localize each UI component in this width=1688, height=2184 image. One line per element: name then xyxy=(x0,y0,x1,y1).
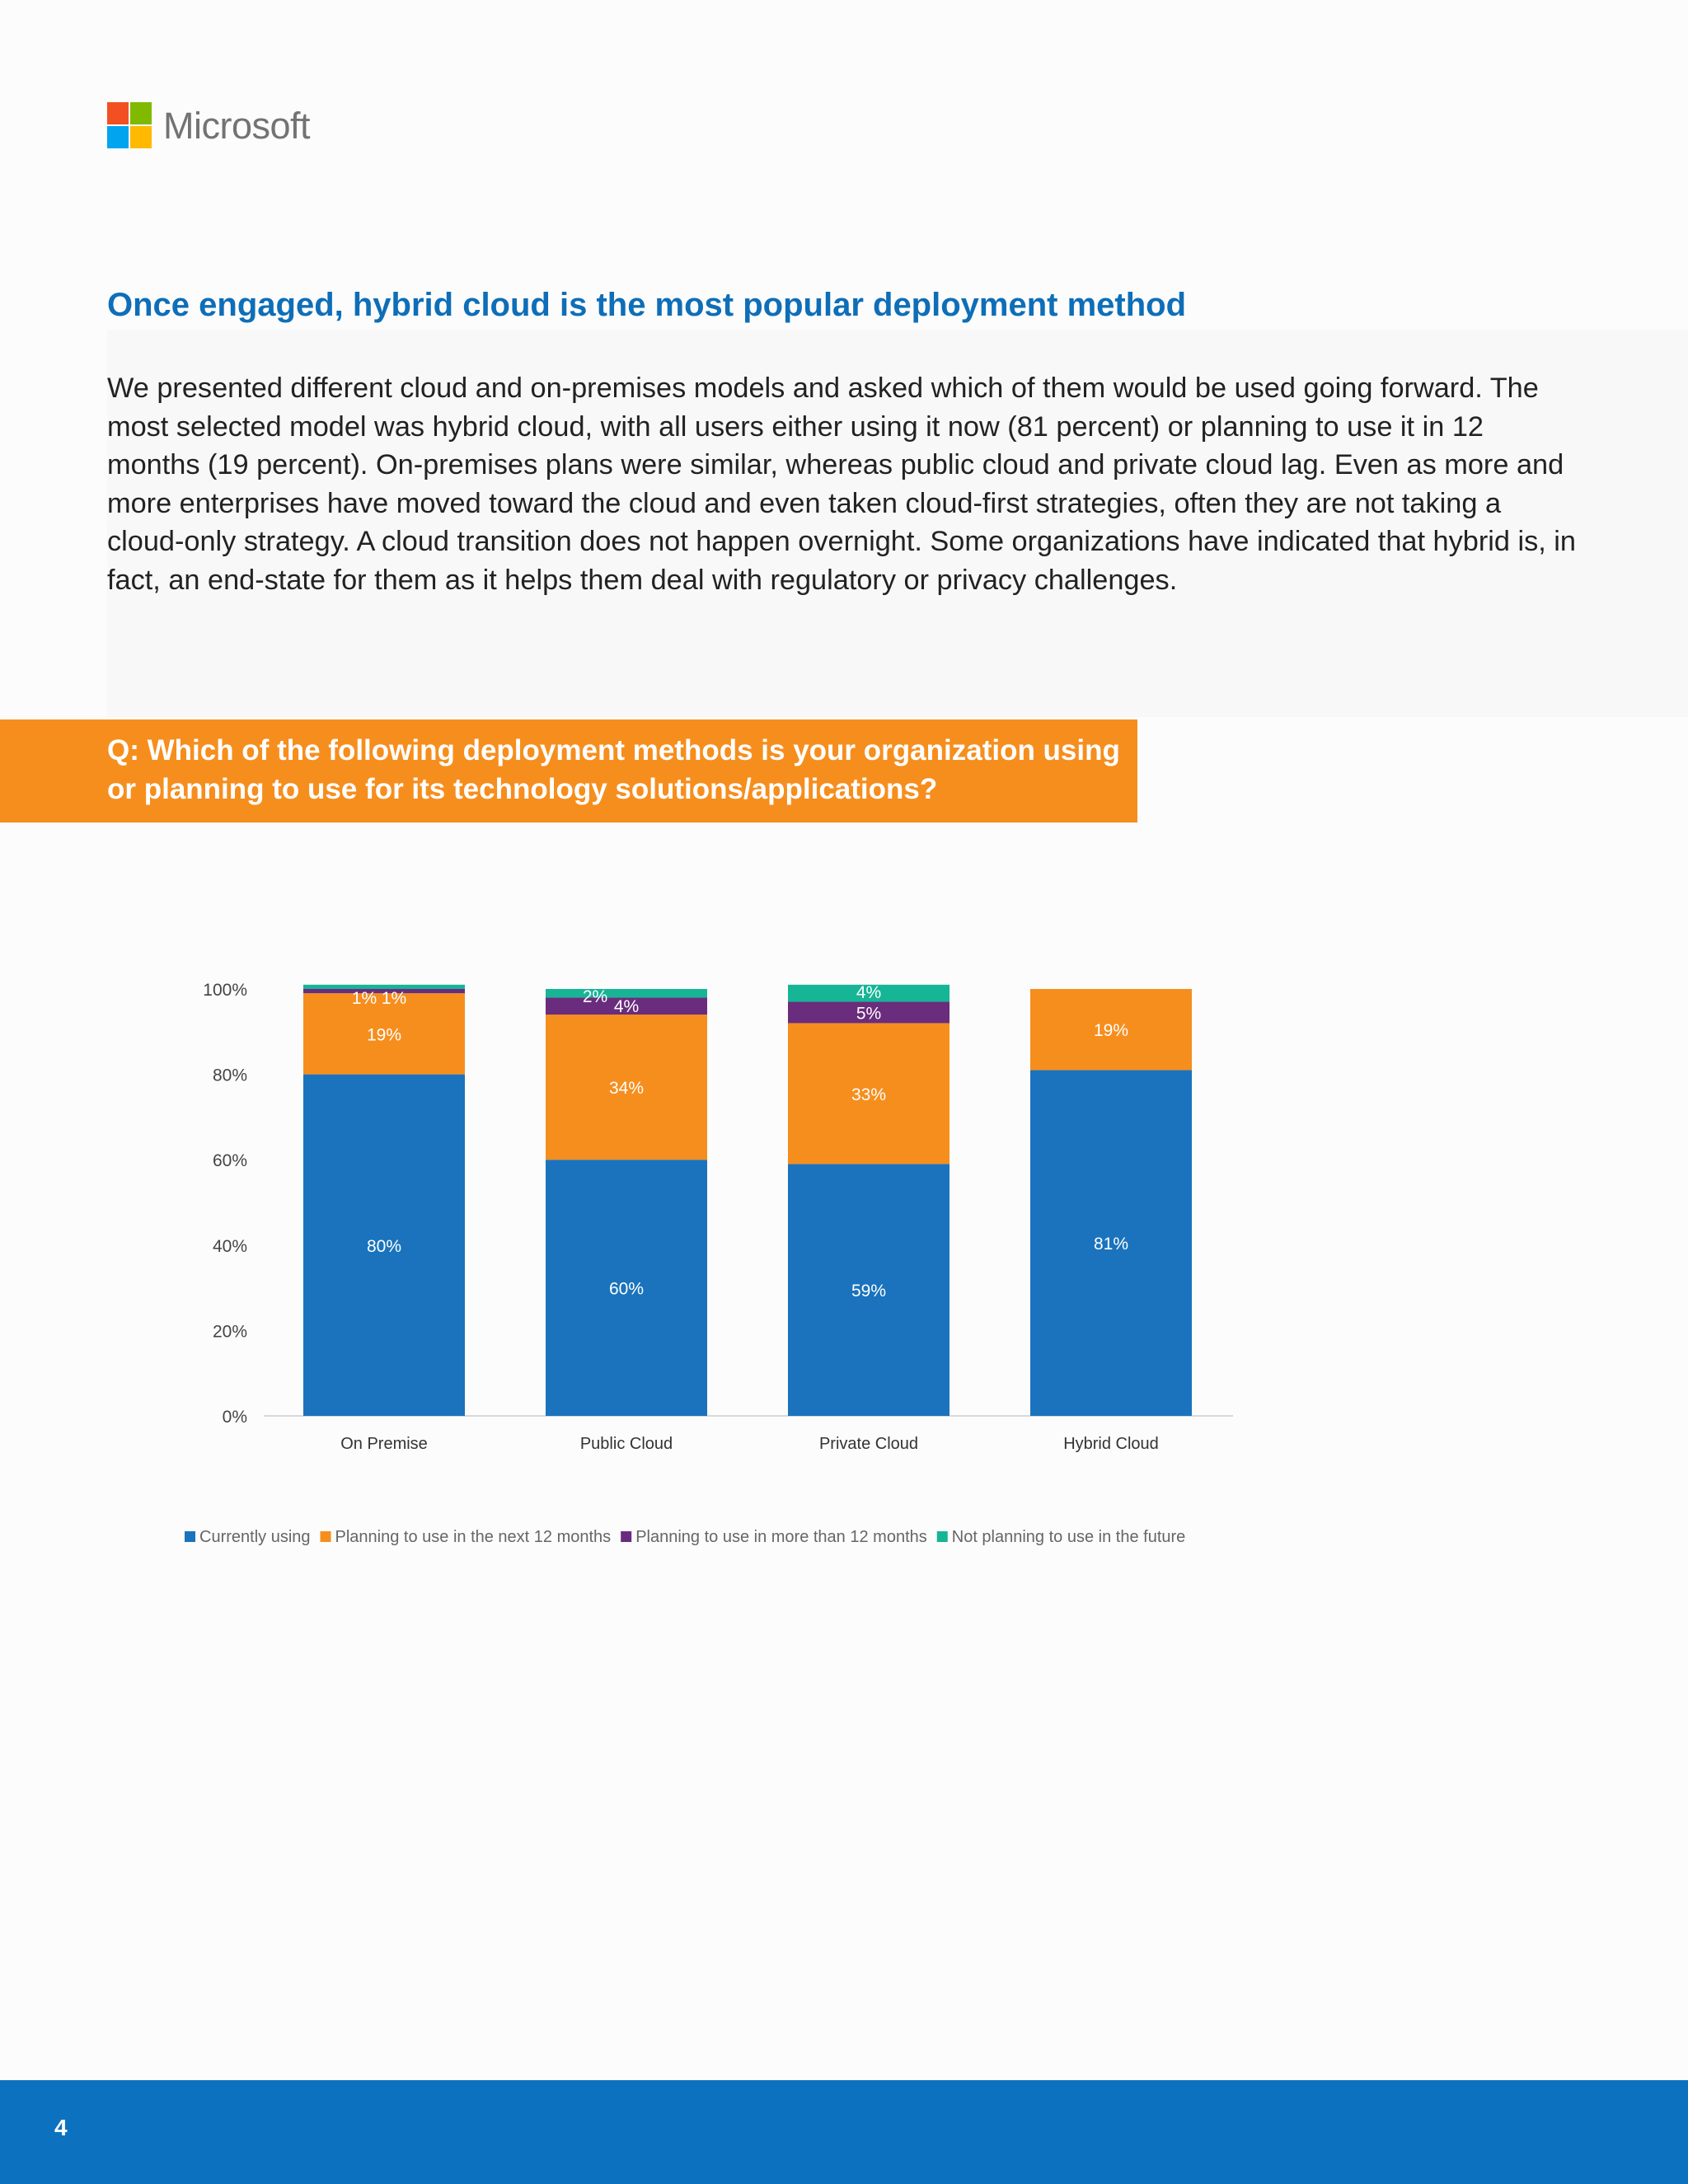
y-tick-label: 0% xyxy=(223,1408,247,1427)
data-label-not-planning: 2% xyxy=(583,987,607,1006)
legend-swatch xyxy=(185,1531,195,1542)
y-tick-label: 100% xyxy=(203,981,247,1000)
bar-segment-on-premise-2 xyxy=(303,989,465,994)
data-label-current: 80% xyxy=(367,1237,401,1256)
legend-swatch xyxy=(936,1531,948,1542)
stacked-bar-chart: 0% 20% 40% 60% 80% 100% 80% 19% 1% 1% On Premise 60… xyxy=(185,981,1233,1546)
data-label-next-12: 19% xyxy=(1094,1021,1128,1040)
data-label-not-planning: 4% xyxy=(856,983,881,1002)
microsoft-logo: Microsoft xyxy=(107,102,311,149)
y-tick-label: 80% xyxy=(213,1066,247,1085)
bar-segment-on-premise-0 xyxy=(303,1074,465,1416)
data-label-next-12: 33% xyxy=(851,1085,886,1104)
data-label-current: 60% xyxy=(609,1280,644,1299)
data-label-more-12: 1% xyxy=(382,989,406,1008)
footer-bar: 4 xyxy=(0,2080,1688,2184)
logo-blue-square xyxy=(107,126,129,148)
bar-segment-private-cloud-0 xyxy=(788,1164,950,1416)
bar-segment-hybrid-cloud-1 xyxy=(1030,989,1192,1071)
x-category-label: Private Cloud xyxy=(819,1435,918,1453)
legend-label: Currently using xyxy=(199,1528,311,1546)
data-label-next-12: 19% xyxy=(367,1025,401,1044)
data-label-more-12: 4% xyxy=(614,997,639,1016)
question-banner: Q: Which of the following deployment met… xyxy=(0,719,1137,823)
bar-segment-on-premise-1 xyxy=(303,993,465,1075)
bar-segment-on-premise-3 xyxy=(303,984,465,989)
bar-segment-public-cloud-0 xyxy=(546,1160,707,1416)
data-label-not-planning: 1% xyxy=(352,989,377,1008)
microsoft-logo-icon xyxy=(107,102,152,149)
y-tick-label: 20% xyxy=(213,1322,247,1341)
legend-label: Planning to use in the next 12 months xyxy=(335,1528,612,1546)
data-label-more-12: 5% xyxy=(856,1004,881,1023)
body-panel xyxy=(107,330,1688,717)
legend-swatch xyxy=(621,1531,632,1542)
logo-wordmark: Microsoft xyxy=(163,104,311,147)
bar-segment-private-cloud-2 xyxy=(788,1001,950,1024)
body-paragraph: We presented different cloud and on-prem… xyxy=(107,373,1576,596)
data-label-current: 81% xyxy=(1094,1235,1128,1254)
legend-label: Planning to use in more than 12 months xyxy=(635,1528,927,1546)
legend-swatch xyxy=(320,1531,331,1542)
page-heading: Once engaged, hybrid cloud is the most p… xyxy=(107,287,1187,323)
bar-segment-public-cloud-1 xyxy=(546,1015,707,1160)
question-text: Q: Which of the following deployment met… xyxy=(107,734,1120,805)
x-category-label: On Premise xyxy=(340,1435,428,1453)
bar-segment-hybrid-cloud-0 xyxy=(1030,1070,1192,1416)
bar-segment-public-cloud-3 xyxy=(546,989,707,998)
logo-green-square xyxy=(130,102,152,124)
legend-label: Not planning to use in the future xyxy=(952,1528,1186,1546)
x-category-label: Hybrid Cloud xyxy=(1063,1435,1159,1453)
bar-segment-private-cloud-1 xyxy=(788,1023,950,1165)
logo-yellow-square xyxy=(130,126,152,148)
page-number: 4 xyxy=(54,2115,68,2140)
bar-segment-private-cloud-3 xyxy=(788,984,950,1002)
y-tick-label: 60% xyxy=(213,1151,247,1170)
logo-red-square xyxy=(107,102,129,124)
y-tick-label: 40% xyxy=(213,1237,247,1256)
data-label-next-12: 34% xyxy=(609,1079,644,1098)
data-label-current: 59% xyxy=(851,1282,886,1301)
x-category-label: Public Cloud xyxy=(580,1435,673,1453)
bar-segment-public-cloud-2 xyxy=(546,997,707,1015)
